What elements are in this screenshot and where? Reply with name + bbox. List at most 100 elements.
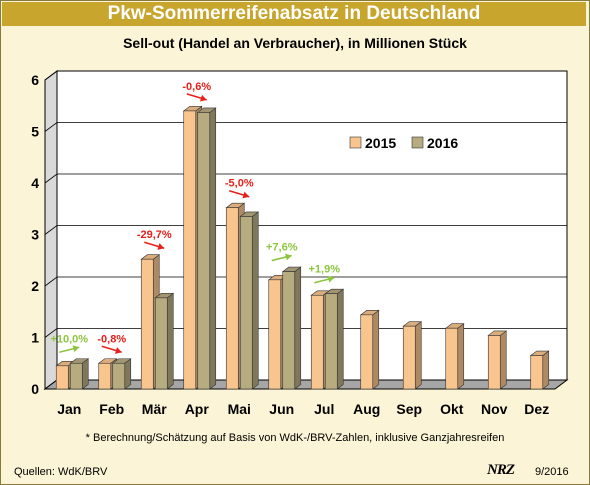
chart-subtitle: Sell-out (Handel an Verbraucher), in Mil…: [123, 35, 467, 51]
annotation-arrow-head: [157, 243, 165, 250]
annotation-label: -29,7%: [137, 229, 172, 241]
x-tick-label: Jul: [314, 401, 334, 417]
gridline: [44, 70, 567, 81]
bar-front: [140, 258, 154, 390]
x-tick-label: Jun: [269, 401, 294, 417]
annotation-Mär: -29,7%: [137, 229, 172, 250]
gridline: [44, 173, 567, 184]
bar-2015-Mär: [140, 254, 161, 390]
y-tick-label: 3: [31, 227, 39, 243]
bar-front: [55, 365, 69, 390]
x-tick-label: Nov: [481, 401, 508, 417]
annotation-arrow-head: [285, 253, 292, 261]
bar-side: [124, 358, 132, 390]
y-tick-label: 2: [31, 278, 39, 294]
gridline: [44, 122, 567, 132]
source-note: Quellen: WdK/BRV: [14, 466, 108, 478]
x-tick-label: Sep: [396, 401, 422, 417]
x-tick-label: Dez: [524, 401, 549, 417]
bar-side: [251, 211, 259, 390]
annotation-arrow-head: [199, 94, 207, 102]
annotation-label: +7,6%: [266, 242, 298, 254]
bar-front: [112, 362, 126, 390]
bar-front: [487, 335, 501, 390]
bar-front: [69, 362, 83, 390]
x-tick-label: Jan: [57, 401, 81, 417]
bar-front: [310, 294, 324, 390]
bar-2015-Okt: [444, 323, 465, 390]
y-tick-label: 5: [31, 124, 39, 140]
footnote: * Berechnung/Schätzung auf Basis von WdK…: [85, 432, 505, 444]
bar-side: [372, 309, 380, 390]
bar-front: [197, 112, 211, 390]
annotation-label: -0,8%: [97, 333, 126, 345]
bar-2016-Mai: [239, 211, 260, 390]
y-tick-label: 4: [31, 175, 39, 191]
bar-front: [282, 271, 296, 390]
bar-side: [414, 321, 422, 390]
bar-2015-Sep: [402, 321, 423, 390]
x-tick-label: Aug: [353, 401, 380, 417]
y-tick-label: 6: [31, 72, 39, 88]
annotation-Feb: -0,8%: [97, 333, 126, 354]
annotation-arrow-head: [242, 191, 250, 199]
annotation-Jul: +1,9%: [309, 264, 341, 284]
annotation-arrow-head: [72, 345, 80, 353]
bar-front: [402, 325, 416, 390]
x-tick-label: Mai: [228, 401, 251, 417]
bar-front: [268, 279, 282, 390]
bar-front: [360, 314, 374, 390]
annotation-label: -0,6%: [182, 81, 211, 93]
gridline: [44, 328, 567, 338]
bar-front: [98, 362, 112, 390]
legend-swatch-2015: [349, 136, 362, 149]
bar-2016-Jan: [69, 358, 90, 390]
bar-side: [166, 292, 174, 390]
gridline: [44, 276, 567, 287]
x-tick-label: Feb: [99, 401, 124, 417]
x-tick-label: Apr: [185, 401, 210, 417]
bar-side: [336, 288, 344, 390]
bar-side: [294, 266, 302, 390]
annotation-label: +10,0%: [50, 333, 88, 345]
bar-2015-Dez: [529, 350, 550, 390]
bar-side: [209, 107, 217, 390]
publisher-logo: NRZ: [487, 462, 515, 478]
y-tick-label: 1: [31, 330, 39, 346]
legend-swatch-2016: [411, 136, 424, 149]
annotation-Jan: +10,0%: [50, 333, 88, 354]
bar-front: [239, 216, 253, 390]
bar-2016-Mär: [154, 292, 175, 390]
annotation-Apr: -0,6%: [182, 81, 211, 102]
y-tick-label: 0: [31, 381, 39, 397]
chart-title: Pkw-Sommerreifenabsatz in Deutschland: [2, 2, 586, 26]
x-tick-label: Okt: [440, 401, 464, 417]
bar-2016-Jul: [324, 288, 345, 390]
x-tick-label: Mär: [142, 401, 167, 417]
annotation-label: +1,9%: [309, 264, 341, 276]
bar-front: [225, 207, 239, 390]
bar-side: [499, 330, 507, 390]
bar-front: [445, 327, 459, 390]
annotation-Mai: -5,0%: [225, 178, 254, 199]
bar-side: [81, 358, 89, 390]
bar-front: [324, 293, 338, 390]
annotation-Jun: +7,6%: [266, 242, 298, 262]
annotation-arrow-head: [327, 275, 335, 283]
bar-2016-Apr: [196, 107, 217, 390]
gridline: [44, 225, 567, 235]
bar-side: [457, 323, 465, 390]
annotation-label: -5,0%: [225, 178, 254, 190]
annotation-arrow-head: [114, 347, 122, 354]
bar-side: [542, 350, 550, 390]
issue-number: 9/2016: [535, 466, 569, 478]
bar-front: [183, 110, 197, 390]
bar-2015-Aug: [359, 309, 380, 390]
bar-2016-Feb: [111, 358, 132, 390]
bar-front: [530, 355, 544, 390]
bar-2015-Nov: [487, 330, 508, 390]
legend-label-2015: 2015: [365, 135, 396, 151]
legend-label-2016: 2016: [427, 135, 458, 151]
bar-2016-Jun: [281, 266, 302, 390]
